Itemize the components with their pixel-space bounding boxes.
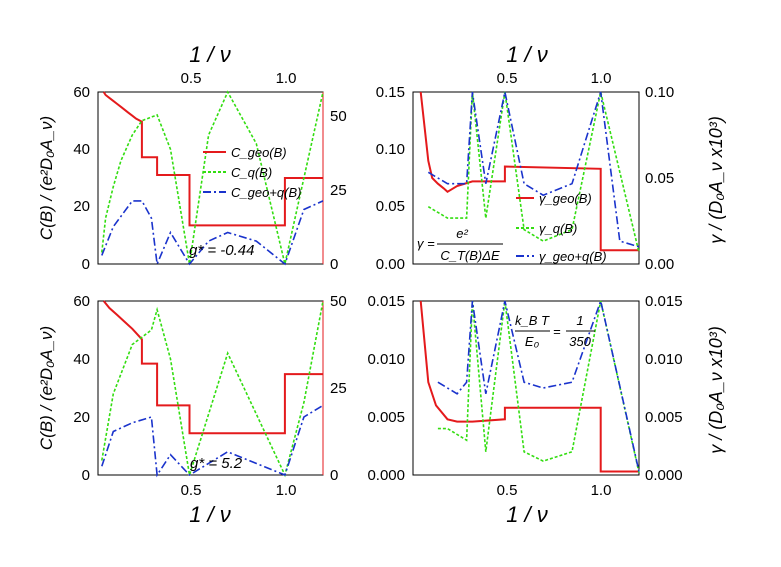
tick-label: 0.015: [367, 293, 405, 310]
tick-label: 1.0: [276, 70, 297, 87]
tick-label: 0.005: [367, 409, 405, 426]
tick-label: 25: [330, 182, 347, 199]
legend: γ_geo(B) γ_q(B) γ_geo+q(B): [516, 191, 607, 264]
x-axis-label: 1 / ν: [506, 502, 548, 527]
tick-label: 0.010: [367, 351, 405, 368]
tick-label: 0.5: [497, 482, 518, 499]
formula: k_B T E₀ = 1 350: [515, 313, 595, 349]
y-ticks: 0.015 0.010 0.005 0.000: [367, 293, 405, 484]
series-line: [102, 91, 323, 227]
annotation: g* = -0.44: [189, 242, 254, 259]
top-axis-label: 1 / ν: [506, 42, 548, 67]
plot-area: [419, 298, 640, 473]
series-line: [419, 300, 639, 473]
tick-label: 0.00: [645, 256, 674, 273]
formula-numerator: k_B T: [515, 313, 550, 328]
legend-label: C_geo+q(B): [231, 185, 301, 200]
tick-label: 0.005: [645, 409, 683, 426]
tick-label: 40: [73, 141, 90, 158]
formula-denominator: C_T(B)ΔE: [440, 248, 500, 263]
equals-sign: =: [553, 324, 561, 339]
tick-label: 1.0: [276, 482, 297, 499]
tick-label: 1.0: [591, 70, 612, 87]
tick-label: 20: [73, 198, 90, 215]
legend-label: γ_geo(B): [539, 191, 592, 206]
tick-label: 0.5: [497, 70, 518, 87]
formula-rhs-denominator: 350: [569, 334, 591, 349]
y-ticks: 0.15 0.10 0.05 0.00: [376, 84, 405, 273]
right-y-ticks: 50 25 0: [330, 293, 347, 484]
y-ticks: 60 40 20 0: [73, 293, 90, 484]
tick-label: 0: [330, 467, 338, 484]
series-line: [101, 90, 324, 265]
tick-label: 0.05: [376, 198, 405, 215]
top-axis-label: 1 / ν: [189, 42, 231, 67]
tick-label: 0.10: [645, 84, 674, 101]
tick-label: 60: [73, 84, 90, 101]
formula-denominator: E₀: [525, 334, 540, 349]
legend-label: γ_geo+q(B): [539, 249, 607, 264]
right-y-ticks: 0.10 0.05 0.00: [645, 84, 674, 273]
x-ticks: 0.5 1.0: [497, 482, 612, 499]
tick-label: 25: [330, 380, 347, 397]
y-axis-label: C(B) / (e²D₀A_ν): [37, 116, 56, 240]
plot-area: [101, 300, 324, 478]
plot-frame: [412, 91, 640, 265]
series-line: [101, 300, 324, 478]
y-axis-label: C(B) / (e²D₀A_ν): [37, 326, 56, 450]
formula-numerator: e²: [456, 226, 468, 241]
top-ticks: 0.5 1.0: [497, 70, 612, 87]
tick-label: 20: [73, 409, 90, 426]
tick-label: 0.5: [181, 70, 202, 87]
tick-label: 0: [330, 256, 338, 273]
x-ticks: 0.5 1.0: [181, 482, 297, 499]
series-line: [419, 91, 639, 252]
tick-label: 1.0: [591, 482, 612, 499]
tick-label: 0.05: [645, 170, 674, 187]
tick-label: 0: [82, 256, 90, 273]
formula: γ = e² C_T(B)ΔE: [417, 226, 503, 263]
series-line: [427, 91, 640, 248]
tick-label: 0.000: [367, 467, 405, 484]
tick-label: 50: [330, 108, 347, 125]
series-line: [101, 200, 324, 268]
tick-label: 0.15: [376, 84, 405, 101]
plot-area: [101, 90, 324, 268]
annotation: g* = 5.2: [190, 455, 243, 472]
right-y-ticks: 0.015 0.010 0.005 0.000: [645, 293, 683, 484]
tick-label: 0.010: [645, 351, 683, 368]
panel-bottom-right: 0.015 0.010 0.005 0.000 0.015 0.010 0.00…: [367, 293, 726, 527]
plot-area: [419, 91, 640, 253]
x-axis-label: 1 / ν: [189, 502, 231, 527]
tick-label: 0.000: [645, 467, 683, 484]
tick-label: 50: [330, 293, 347, 310]
tick-label: 0.015: [645, 293, 683, 310]
legend-label: C_geo(B): [231, 145, 287, 160]
tick-label: 0.5: [181, 482, 202, 499]
series-line: [427, 91, 640, 253]
right-axis-label: γ / (D₀A_ν x10³): [706, 326, 726, 454]
right-y-ticks: 0 25 50: [330, 108, 347, 273]
formula-rhs-numerator: 1: [576, 313, 583, 328]
tick-label: 40: [73, 351, 90, 368]
y-ticks: 60 40 20 0: [73, 84, 90, 273]
panel-top-left: 60 40 20 0 0 25 50 0.5 1.0 1 / ν C(B) / …: [37, 42, 347, 273]
tick-label: 0: [82, 467, 90, 484]
legend: C_geo(B) C_q(B) C_geo+q(B): [203, 145, 301, 200]
series-line: [102, 300, 323, 435]
series-line: [437, 298, 640, 472]
tick-label: 0.10: [376, 141, 405, 158]
top-ticks: 0.5 1.0: [181, 70, 297, 87]
plot-frame: [412, 300, 640, 476]
tick-label: 60: [73, 293, 90, 310]
panel-top-right: 0.15 0.10 0.05 0.00 0.10 0.05 0.00 0.5 1…: [376, 42, 726, 273]
legend-label: C_q(B): [231, 165, 272, 180]
tick-label: 0.00: [376, 256, 405, 273]
panel-bottom-left: 60 40 20 0 50 25 0 0.5 1.0 1 / ν C(B) / …: [37, 293, 347, 527]
series-line: [101, 404, 324, 478]
legend-label: γ_q(B): [539, 221, 577, 236]
right-axis-label: γ / (D₀A_ν x10³): [706, 116, 726, 244]
formula-lhs: γ =: [417, 236, 435, 251]
